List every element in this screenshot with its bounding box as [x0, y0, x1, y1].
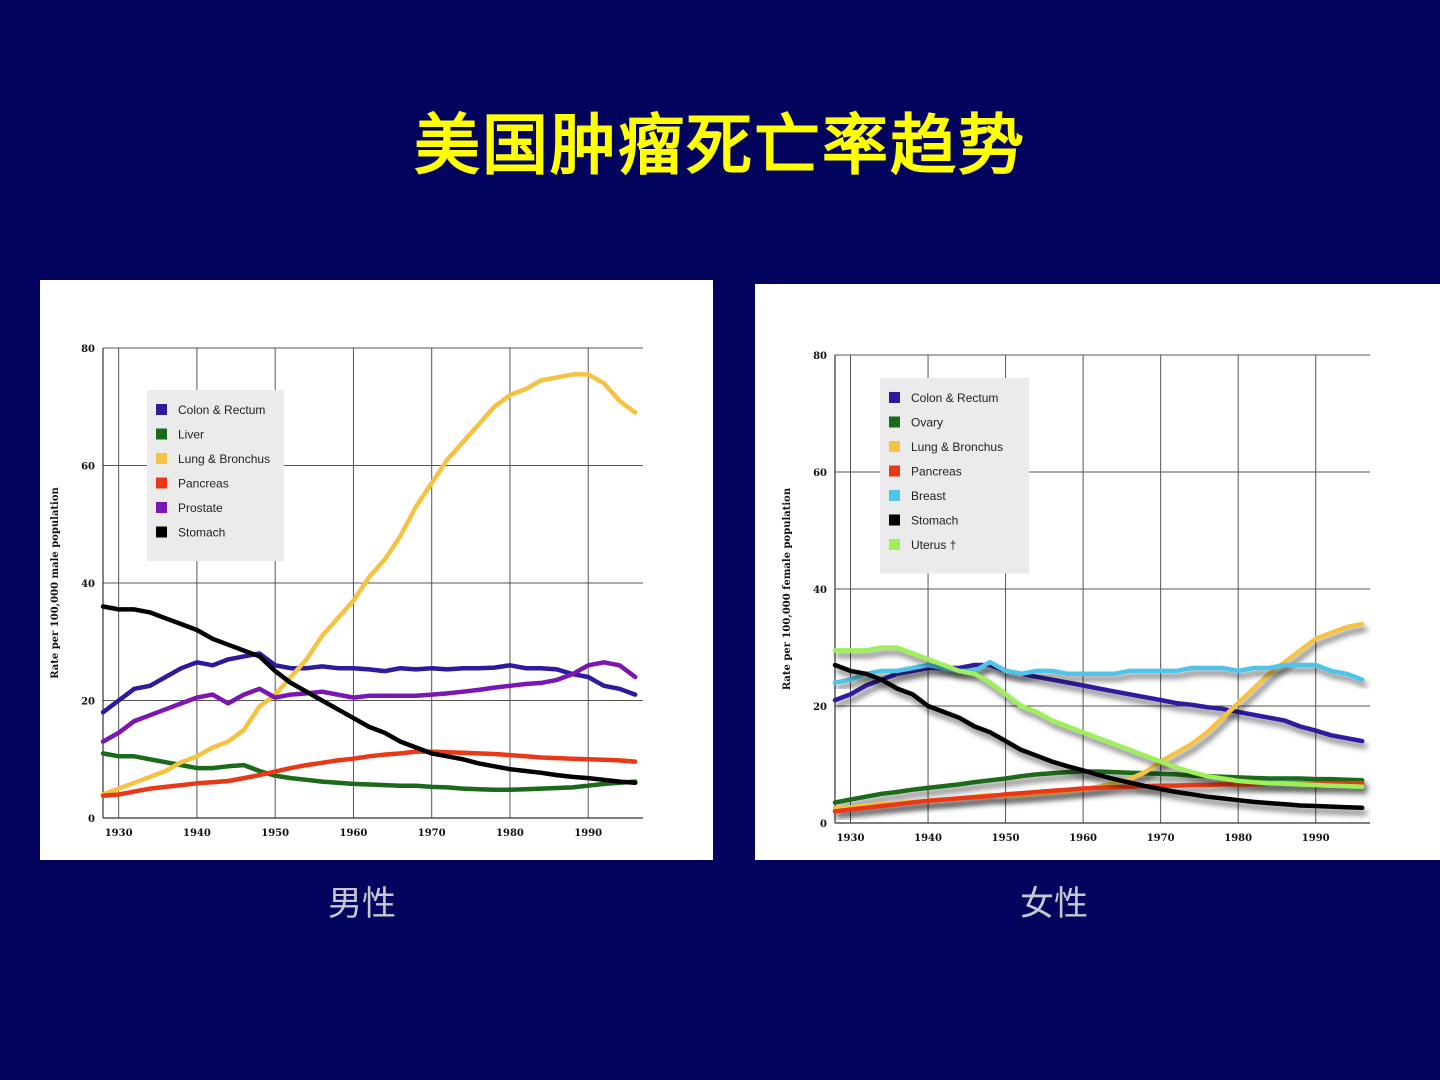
series-line-colon-rectum — [832, 662, 1365, 744]
series-line-liver — [100, 751, 638, 793]
legend-swatch-liver — [156, 428, 167, 440]
legend-label-breast: Breast — [911, 489, 946, 503]
series-line-pancreas — [100, 749, 638, 798]
y-tick-label: 0 — [820, 819, 827, 830]
female-chart-panel: 1930 1940 1950 1960 1970 1980 1990 0 20 40 60 80 Rat… — [755, 284, 1440, 860]
y-axis-label: Rate per 100,000 female population — [782, 487, 793, 690]
legend-swatch-lung-bronchus — [889, 441, 900, 452]
y-tick-label: 80 — [81, 344, 95, 355]
male-chart-panel: 1930 1940 1950 1960 1970 1980 1990 0 20 40 60 80 Rat… — [40, 280, 713, 860]
male-caption: 男性 — [328, 884, 396, 924]
legend-label-colon-rectum: Colon & Rectum — [178, 403, 265, 417]
y-tick-label: 0 — [88, 814, 95, 825]
legend-box — [147, 390, 284, 561]
legend-label-liver: Liver — [178, 428, 204, 442]
series-line-ovary — [832, 769, 1365, 805]
legend-swatch-pancreas — [889, 465, 900, 477]
legend-box — [880, 378, 1029, 574]
legend-label-prostate: Prostate — [178, 501, 223, 515]
series-line-colon-rectum — [100, 651, 638, 715]
legend-label-ovary: Ovary — [911, 416, 943, 430]
legend-swatch-ovary — [889, 416, 900, 428]
y-tick-label: 20 — [81, 697, 95, 708]
x-tick-label: 1940 — [183, 828, 211, 839]
y-tick-label: 40 — [813, 585, 827, 596]
legend-label-uterus: Uterus † — [911, 538, 956, 552]
x-tick-label: 1930 — [105, 828, 133, 839]
x-tick-label: 1990 — [574, 828, 602, 839]
legend-label-colon-rectum: Colon & Rectum — [911, 391, 998, 405]
series-line-breast — [832, 659, 1365, 685]
x-tick-label: 1990 — [1302, 833, 1330, 844]
male-chart: 1930 1940 1950 1960 1970 1980 1990 0 20 40 60 80 Rat… — [50, 344, 643, 839]
legend-swatch-colon-rectum — [156, 404, 167, 415]
x-tick-label: 1950 — [261, 828, 289, 839]
slide-title: 美国肿瘤死亡率趋势 — [414, 107, 1026, 184]
x-tick-label: 1940 — [914, 833, 942, 844]
y-tick-label: 80 — [813, 351, 827, 362]
series-line-stomach — [832, 662, 1365, 811]
y-tick-label: 60 — [81, 462, 95, 473]
female-caption: 女性 — [1020, 884, 1088, 924]
legend-label-lung-bronchus: Lung & Bronchus — [911, 440, 1003, 454]
legend-swatch-lung-bronchus — [156, 453, 167, 464]
series-line-stomach — [100, 604, 638, 786]
x-tick-label: 1960 — [340, 828, 368, 839]
legend: Colon & Rectum Liver Lung & Bronchus Pancre… — [147, 390, 284, 561]
x-tick-label: 1930 — [837, 833, 865, 844]
legend-swatch-uterus — [889, 539, 900, 550]
x-tick-label: 1970 — [418, 828, 446, 839]
female-chart: 1930 1940 1950 1960 1970 1980 1990 0 20 40 60 80 Rat… — [782, 351, 1370, 844]
y-tick-label: 60 — [813, 468, 827, 479]
legend-label-stomach: Stomach — [178, 526, 225, 540]
x-tick-label: 1980 — [1224, 833, 1252, 844]
legend-label-lung-bronchus: Lung & Bronchus — [178, 452, 270, 466]
legend-swatch-stomach — [156, 526, 167, 538]
x-tick-label: 1960 — [1069, 833, 1097, 844]
x-tick-label: 1980 — [496, 828, 524, 839]
x-tick-label: 1970 — [1147, 833, 1175, 844]
x-tick-label: 1950 — [992, 833, 1020, 844]
legend-swatch-breast — [889, 490, 900, 501]
legend-swatch-pancreas — [156, 477, 167, 489]
legend-label-pancreas: Pancreas — [911, 465, 962, 479]
series-line-prostate — [100, 660, 638, 744]
y-axis-label: Rate per 100,000 male population — [50, 486, 61, 678]
legend-swatch-prostate — [156, 502, 167, 513]
legend: Colon & Rectum Ovary Lung & Bronchus Pancre… — [880, 378, 1029, 574]
y-tick-label: 20 — [813, 702, 827, 713]
y-tick-label: 40 — [81, 579, 95, 590]
legend-label-pancreas: Pancreas — [178, 477, 229, 491]
legend-label-stomach: Stomach — [911, 514, 958, 528]
legend-swatch-stomach — [889, 514, 900, 526]
series-line-lung-bronchus — [100, 372, 638, 797]
legend-swatch-colon-rectum — [889, 392, 900, 403]
series-line-uterus — [832, 645, 1365, 789]
